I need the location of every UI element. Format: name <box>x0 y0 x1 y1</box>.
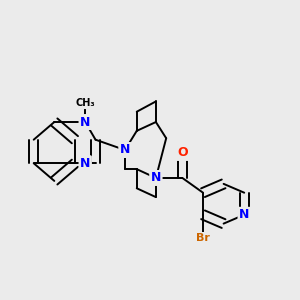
Text: N: N <box>80 116 90 128</box>
Text: N: N <box>80 157 90 170</box>
Text: N: N <box>239 208 249 221</box>
Text: O: O <box>177 146 188 159</box>
Text: CH₃: CH₃ <box>75 98 95 108</box>
Text: Br: Br <box>196 233 210 243</box>
Text: N: N <box>151 172 161 184</box>
Text: N: N <box>120 143 130 157</box>
